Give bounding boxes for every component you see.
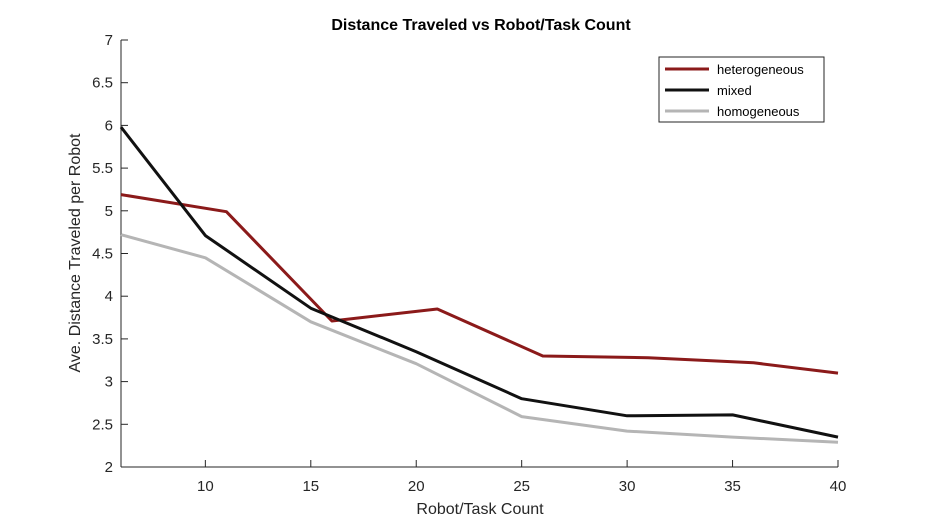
legend-label-homogeneous: homogeneous: [717, 104, 800, 119]
y-tick-label: 3.5: [92, 331, 113, 348]
x-tick-label: 15: [302, 478, 319, 495]
y-tick-label: 2.5: [92, 416, 113, 433]
y-tick-label: 3: [105, 374, 113, 391]
x-tick-label: 25: [513, 478, 530, 495]
series-line-homogeneous: [120, 233, 839, 444]
series-line-heterogeneous: [120, 193, 839, 375]
y-tick-label: 5: [105, 203, 113, 220]
y-tick-label: 5.5: [92, 160, 113, 177]
legend-label-heterogeneous: heterogeneous: [717, 62, 804, 77]
series-line-mixed: [119, 126, 839, 439]
x-axis-label: Robot/Task Count: [416, 501, 544, 518]
y-tick-label: 4.5: [92, 246, 113, 263]
legend-label-mixed: mixed: [717, 83, 752, 98]
x-tick-label: 40: [830, 478, 847, 495]
x-tick-label: 30: [619, 478, 636, 495]
y-tick-label: 4: [105, 288, 113, 305]
y-tick-label: 6: [105, 117, 113, 134]
x-tick-label: 20: [408, 478, 425, 495]
y-ticks: 2 2.5 3 3.5 4 4.5 5 5.5 6 6.5 7: [92, 32, 128, 476]
y-tick-label: 2: [105, 459, 113, 476]
y-tick-label: 6.5: [92, 75, 113, 92]
legend: heterogeneous mixed homogeneous: [658, 56, 825, 123]
y-tick-label: 7: [105, 32, 113, 49]
x-ticks: 10 15 20 25 30 35 40: [197, 460, 846, 495]
x-tick-label: 10: [197, 478, 214, 495]
series-lines: [119, 126, 839, 444]
y-axis-label: Ave. Distance Traveled per Robot: [67, 133, 84, 373]
chart-title: Distance Traveled vs Robot/Task Count: [331, 17, 631, 34]
x-tick-label: 35: [724, 478, 741, 495]
